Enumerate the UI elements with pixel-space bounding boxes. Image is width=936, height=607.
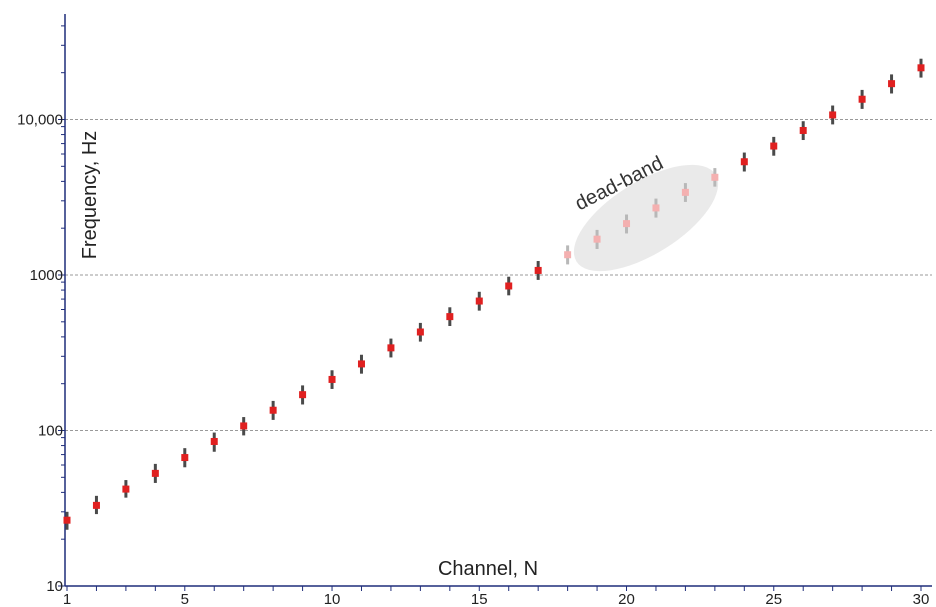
data-point	[387, 344, 395, 352]
x-tick-label: 25	[765, 591, 782, 607]
data-point	[505, 282, 513, 290]
x-tick-label: 30	[913, 591, 930, 607]
data-point	[770, 142, 778, 150]
data-point	[240, 422, 248, 430]
x-tick-label: 15	[471, 591, 488, 607]
data-point	[623, 220, 631, 228]
x-tick-label: 20	[618, 591, 635, 607]
data-point	[92, 501, 100, 509]
y-tick-label: 10,000	[17, 112, 63, 129]
grid-lines	[65, 119, 932, 431]
data-point	[534, 266, 542, 274]
data-point	[799, 126, 807, 134]
data-point	[151, 469, 159, 477]
data-point	[681, 188, 689, 196]
data-point	[446, 313, 454, 321]
data-point	[711, 173, 719, 181]
y-tick-label: 10	[46, 578, 63, 595]
data-point	[63, 516, 71, 524]
axes	[64, 14, 932, 587]
x-tick-label: 5	[181, 591, 189, 607]
x-tick-label: 10	[324, 591, 341, 607]
data-point	[357, 360, 365, 368]
x-tick-label: 1	[63, 591, 71, 607]
data-point	[593, 235, 601, 243]
data-point	[328, 375, 336, 383]
data-point	[181, 454, 189, 462]
data-point	[740, 158, 748, 166]
data-point	[917, 64, 925, 72]
data-point	[210, 437, 218, 445]
data-point	[122, 485, 130, 493]
y-tick-label: 1000	[30, 267, 63, 284]
data-point	[269, 406, 277, 414]
data-point	[829, 111, 837, 119]
data-point	[475, 297, 483, 305]
y-axis-title: Frequency, Hz	[79, 131, 101, 260]
data-point	[299, 391, 307, 399]
y-tick-label: 100	[38, 423, 63, 440]
x-axis-title: Channel, N	[438, 558, 538, 580]
data-points	[63, 58, 925, 530]
data-point	[888, 80, 896, 88]
data-point	[652, 204, 660, 212]
data-point	[416, 328, 424, 336]
data-point	[564, 251, 572, 259]
data-point	[858, 95, 866, 103]
